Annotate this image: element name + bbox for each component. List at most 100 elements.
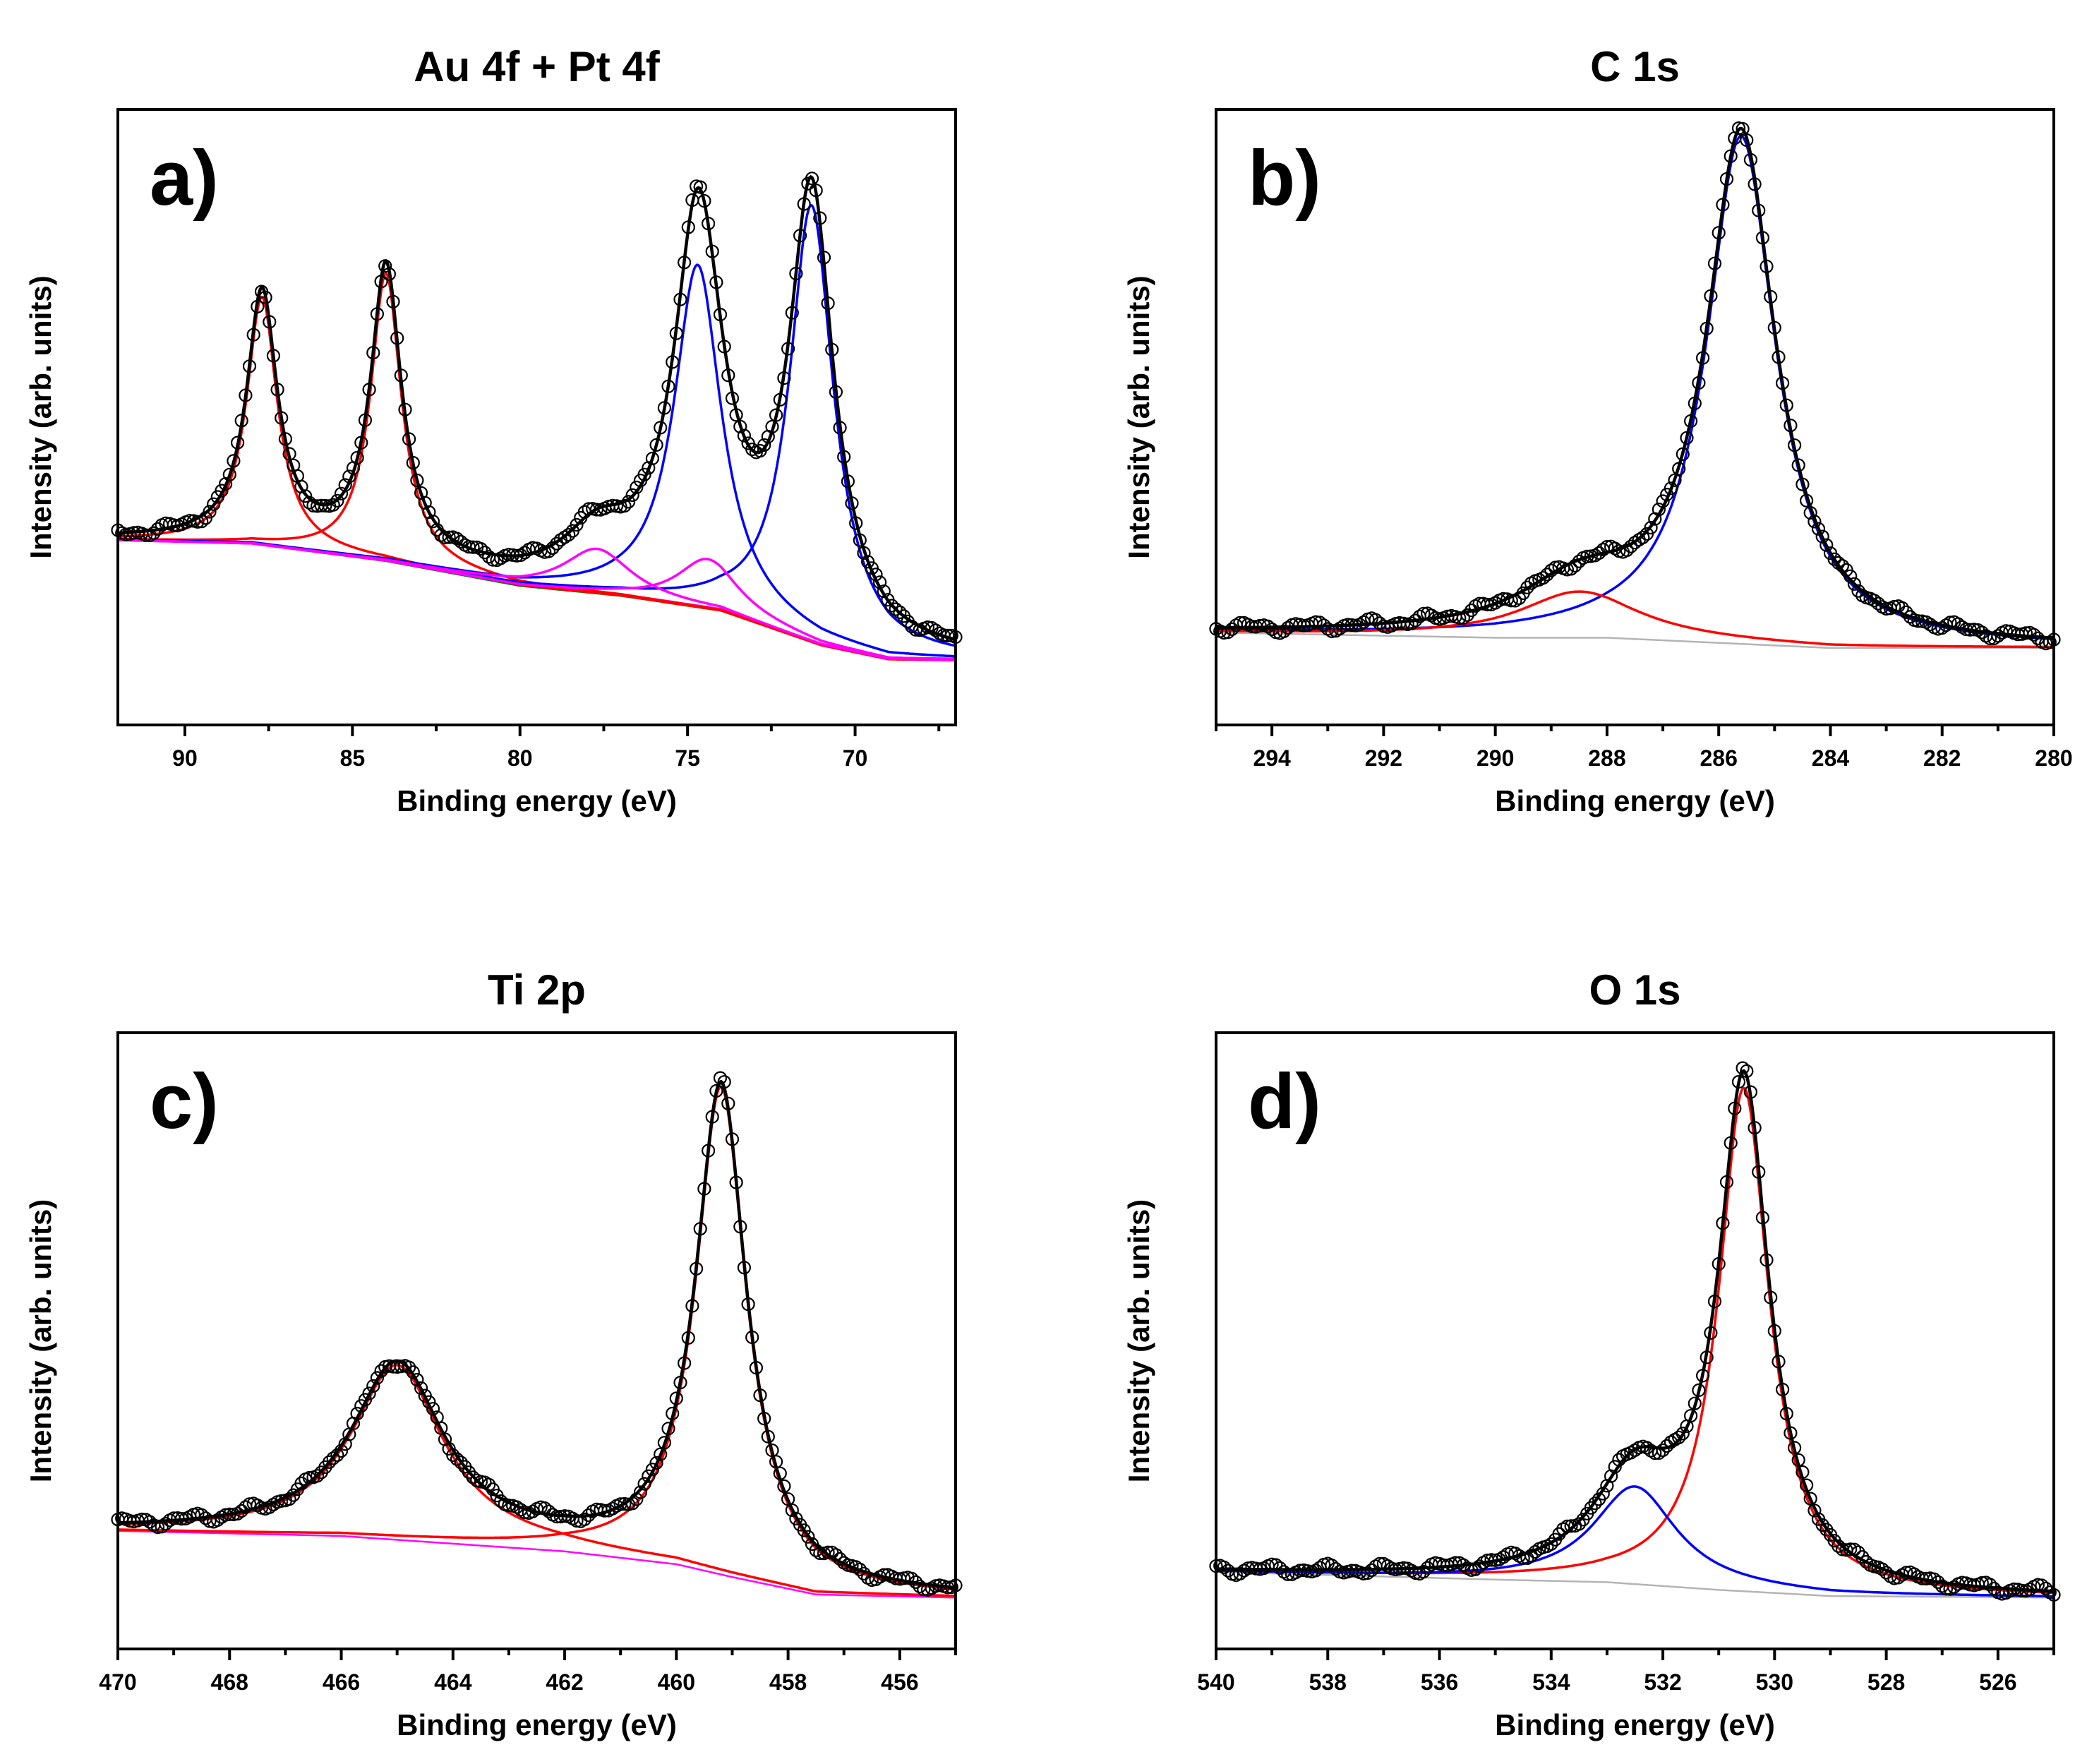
data-point (422, 505, 436, 520)
data-point (1823, 546, 1838, 560)
fit-envelope (1216, 126, 2055, 640)
component-peak-5 (117, 539, 956, 661)
data-point (1412, 609, 1426, 623)
x-tick-label: 456 (881, 1669, 918, 1695)
data-point (1476, 596, 1491, 611)
data-point (2027, 1580, 2041, 1594)
data-point (913, 1579, 927, 1594)
background-line-1 (118, 537, 956, 660)
data-point (378, 1360, 392, 1374)
data-point (1564, 1519, 1578, 1533)
data-point (2003, 624, 2017, 639)
x-tick-label: 458 (769, 1669, 807, 1695)
data-point (1883, 601, 1897, 616)
data-point (837, 1556, 851, 1570)
data-point (374, 1364, 388, 1378)
data-point (1213, 1559, 1227, 1573)
x-tick-label: 286 (1700, 745, 1738, 771)
background-line-0 (118, 1530, 956, 1599)
data-point (410, 1372, 424, 1387)
data-point (1815, 529, 1829, 544)
data-point (737, 428, 752, 443)
data-point (654, 1447, 668, 1461)
x-tick-label: 468 (211, 1669, 248, 1695)
x-tick-label: 470 (99, 1669, 136, 1695)
data-point (550, 536, 564, 551)
plot-frame (1215, 1031, 2055, 1650)
data-point (1229, 618, 1243, 632)
x-tick-label: 80 (507, 745, 533, 771)
data-point (741, 436, 755, 450)
x-tick-label: 90 (172, 745, 198, 771)
x-axis-label: Binding energy (eV) (397, 784, 677, 817)
data-point (1811, 522, 1826, 536)
data-point (801, 1530, 815, 1544)
x-tick-label: 280 (2035, 745, 2072, 771)
data-point (1628, 536, 1642, 550)
data-point (649, 1456, 663, 1470)
panel-a: 90 85 80 75 70 Binding energy (eV) Intensity (… (24, 43, 963, 817)
data-point (414, 1381, 428, 1396)
data-point (1632, 533, 1646, 547)
component-peak-1 (1216, 1485, 2054, 1598)
plot-frame (116, 1031, 957, 1650)
data-point (1532, 1542, 1546, 1556)
data-point (219, 476, 233, 491)
panel-label: d) (1248, 1058, 1321, 1145)
fit-envelope (117, 1079, 956, 1590)
data-point (881, 593, 895, 607)
chart-title: O 1s (1589, 966, 1680, 1014)
chart-title: C 1s (1590, 43, 1680, 90)
y-axis-label: Intensity (arb. units) (24, 1199, 57, 1482)
data-point (482, 550, 496, 564)
panel-b: 294 292 290 288 286 284 282 280 Binding energy (… (1122, 43, 2073, 817)
y-axis-label: Intensity (arb. units) (1122, 1199, 1155, 1482)
data-point (781, 1492, 795, 1506)
data-point (1468, 599, 1482, 613)
data-point (642, 1469, 656, 1483)
panel-label: b) (1248, 135, 1321, 222)
chart-title: Ti 2p (488, 966, 586, 1014)
data-point (860, 555, 875, 569)
data-point (553, 533, 568, 547)
data-point (1500, 592, 1515, 606)
x-tick-label: 528 (1868, 1669, 1905, 1695)
component-peak-0 (1216, 1086, 2054, 1595)
background-line-0 (1216, 631, 2054, 649)
x-axis-label: Binding energy (eV) (397, 1708, 677, 1741)
data-point (155, 518, 169, 532)
data-point (1265, 622, 1279, 637)
data-point (239, 1500, 253, 1514)
x-tick-label: 536 (1421, 1669, 1458, 1695)
panel-c: 470 468 466 464 462 460 458 456 Binding energy (… (24, 966, 963, 1741)
data-point (594, 1503, 608, 1517)
x-tick-label: 284 (1812, 745, 1850, 771)
data-point (1600, 1479, 1614, 1493)
data-point (645, 1463, 660, 1477)
data-point (1847, 577, 1861, 591)
x-tick-label: 75 (675, 745, 700, 771)
data-point (789, 1511, 803, 1525)
data-point (414, 486, 428, 500)
component-peak-0 (1215, 135, 2055, 641)
data-point (1832, 556, 1846, 570)
x-tick-label: 538 (1309, 1669, 1347, 1695)
data-point (625, 488, 639, 503)
data-point (207, 497, 221, 511)
x-tick-label: 462 (546, 1669, 583, 1695)
x-tick-label: 288 (1588, 745, 1625, 771)
data-point (334, 486, 349, 500)
panel-d: 540 538 536 534 532 530 528 526 Binding energy (… (1122, 966, 2061, 1741)
data-point (326, 1451, 340, 1465)
plot-frame (1215, 108, 2055, 726)
data-point (877, 584, 891, 599)
data-point (642, 461, 656, 475)
x-tick-label: 530 (1756, 1669, 1793, 1695)
y-axis-label: Intensity (arb. units) (1122, 275, 1155, 558)
data-point (896, 609, 911, 623)
x-tick-label: 526 (1979, 1669, 2016, 1695)
data-point (470, 1473, 484, 1487)
x-tick-label: 290 (1476, 745, 1514, 771)
data-point (1424, 1557, 1438, 1571)
